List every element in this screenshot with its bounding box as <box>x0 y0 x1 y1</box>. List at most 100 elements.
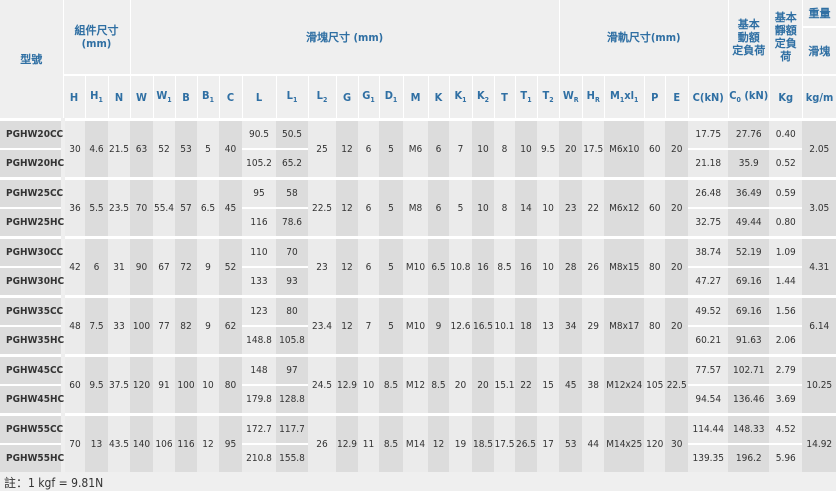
header-model: 型號 <box>20 53 43 66</box>
table-cell: 10.1 <box>494 295 515 356</box>
table-cell: M8x17 <box>604 295 645 356</box>
table-cell: 5 <box>379 177 403 238</box>
table-cell: 28 <box>559 236 583 297</box>
table-row: PGHW25CC 36 5.5 23.5 70 55.4 57 6.5 45 95 58 22.5 12… <box>0 177 836 238</box>
table-cell: 19 <box>449 413 472 472</box>
table-cell: 31 <box>108 236 130 297</box>
cell-l1: 65.2 <box>276 148 308 179</box>
table-cell: 12 <box>197 413 219 472</box>
table-cell: 12 <box>428 413 449 472</box>
table-cell: 20 <box>665 177 689 238</box>
table-cell: 15 <box>537 354 560 415</box>
column-header-k2: K2 <box>471 74 494 120</box>
table-cell: M6x10 <box>604 118 645 179</box>
table-cell: 55.4 <box>153 177 175 238</box>
table-cell: 120 <box>130 354 153 415</box>
column-header-k1: K1 <box>448 74 472 120</box>
table-cell: 48 <box>63 295 85 356</box>
column-header-l1: L1 <box>275 74 308 120</box>
table-cell: M6 <box>403 118 428 179</box>
column-header-l: L <box>241 74 276 120</box>
table-cell: 20 <box>449 354 472 415</box>
table-cell: 36 <box>63 177 85 238</box>
table-cell: 6 <box>358 177 379 238</box>
cell-l: 105.2 <box>242 148 276 179</box>
table-cell: 29 <box>582 295 605 356</box>
table-row: PGHW55HC 210.8 155.8 139.35 196.2 5.96 <box>0 443 836 472</box>
cell-l: 90.5 <box>242 118 276 149</box>
table-cell: 20 <box>665 295 689 356</box>
model-cell: PGHW30HC <box>0 266 65 297</box>
table-row: PGHW20HC 105.2 65.2 21.18 35.9 0.52 <box>0 148 836 179</box>
table-row: PGHW45CC 60 9.5 37.5 120 91 100 10 80 148 97 24.5 12… <box>0 354 836 415</box>
table-cell: 38 <box>582 354 605 415</box>
table-cell: 62 <box>219 295 242 356</box>
column-header-h: H <box>62 74 85 120</box>
table-cell: 44 <box>582 413 605 472</box>
table-cell: 37.5 <box>108 354 130 415</box>
cell-kg: 0.80 <box>769 207 803 238</box>
table-cell: 42 <box>63 236 85 297</box>
table-cell: 26 <box>308 413 336 472</box>
table-cell: 6.5 <box>197 177 219 238</box>
cell-kg: 4.52 <box>769 413 803 444</box>
header-static-load: 基本 靜額 定負荷 <box>768 0 803 75</box>
table-cell: 10 <box>197 354 219 415</box>
cell-l: 116 <box>242 207 276 238</box>
table-cell: 45 <box>559 354 583 415</box>
table-cell: 30 <box>63 118 85 179</box>
table-row: PGHW25HC 116 78.6 32.75 49.44 0.80 <box>0 207 836 238</box>
table-cell: 9 <box>197 295 219 356</box>
table-cell: 10.8 <box>449 236 472 297</box>
table-cell: 60 <box>644 118 666 179</box>
table-cell: 30 <box>665 413 689 472</box>
table-cell: 15.1 <box>494 354 515 415</box>
table-cell: 12 <box>336 177 358 238</box>
cell-c: 60.21 <box>688 325 729 356</box>
cell-kg: 0.52 <box>769 148 803 179</box>
table-row: PGHW20CC 30 4.6 21.5 63 52 53 5 40 90.5 50.5 25 12 6 5… <box>0 118 836 179</box>
table-cell: 7 <box>358 295 379 356</box>
cell-l1: 80 <box>276 295 308 326</box>
cell-rail-weight: 4.31 <box>802 236 836 297</box>
table-cell: 12.6 <box>449 295 472 356</box>
table-cell: 21.5 <box>108 118 130 179</box>
table-cell: 8 <box>494 118 515 179</box>
column-header-t1: T1 <box>514 74 537 120</box>
table-cell: 10 <box>515 118 537 179</box>
cell-c: 17.75 <box>688 118 729 149</box>
table-cell: 40 <box>219 118 242 179</box>
model-cell: PGHW20CC <box>0 118 65 149</box>
table-cell: 10 <box>472 118 494 179</box>
column-header-t2: T2 <box>536 74 560 120</box>
header-weight: 重量 <box>801 0 836 27</box>
cell-kg: 2.79 <box>769 354 803 385</box>
table-cell: 10 <box>472 177 494 238</box>
table-cell: 18.5 <box>472 413 494 472</box>
table-cell: 34 <box>559 295 583 356</box>
cell-c0: 69.16 <box>728 295 770 326</box>
cell-c: 32.75 <box>688 207 729 238</box>
column-header-d1: D1 <box>378 74 403 120</box>
table-cell: 45 <box>219 177 242 238</box>
table-cell: 70 <box>63 413 85 472</box>
cell-l: 110 <box>242 236 276 267</box>
column-header-m: M <box>402 74 428 120</box>
cell-rail-weight: 2.05 <box>802 118 836 179</box>
cell-kg: 1.56 <box>769 295 803 326</box>
table-cell: 14 <box>515 177 537 238</box>
table-cell: 17.5 <box>582 118 605 179</box>
table-cell: 7.5 <box>85 295 108 356</box>
table-cell: M8x15 <box>604 236 645 297</box>
table-cell: 12.9 <box>336 413 358 472</box>
table-cell: 8.5 <box>494 236 515 297</box>
cell-c: 139.35 <box>688 443 729 472</box>
cell-l: 95 <box>242 177 276 208</box>
table-cell: 63 <box>130 118 153 179</box>
table-cell: 5 <box>379 236 403 297</box>
column-header-kgm: kg/m <box>801 74 836 120</box>
column-header-p: P <box>643 74 666 120</box>
cell-c0: 49.44 <box>728 207 770 238</box>
table-cell: 20 <box>472 354 494 415</box>
cell-l1: 93 <box>276 266 308 297</box>
